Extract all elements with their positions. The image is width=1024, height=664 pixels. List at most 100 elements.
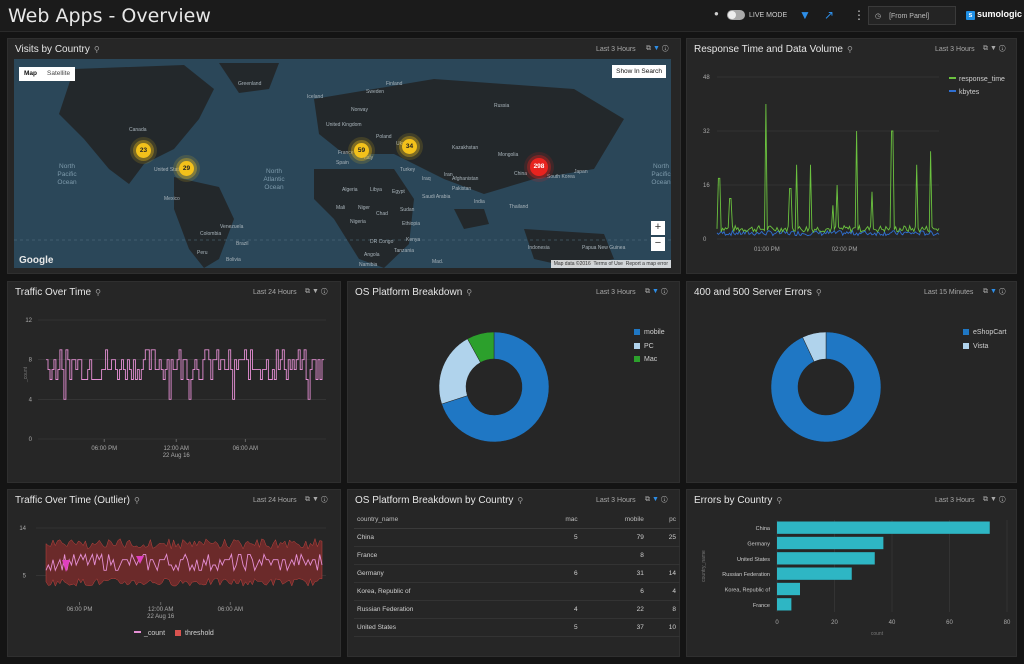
info-icon[interactable]: ⓘ bbox=[660, 288, 670, 295]
legend-label: eShopCart bbox=[973, 329, 1007, 336]
dashboard-title: Web Apps - Overview bbox=[8, 5, 211, 27]
more-options-icon[interactable]: ⋮ bbox=[853, 8, 865, 22]
filter-icon[interactable]: ▼ bbox=[652, 288, 661, 295]
table-cell: 14 bbox=[647, 564, 680, 583]
errors-donut-chart[interactable] bbox=[687, 282, 1018, 484]
table-cell: 8 bbox=[581, 546, 648, 565]
copy-icon[interactable]: ⧉ bbox=[645, 496, 652, 503]
legend-eshopcart[interactable]: eShopCart bbox=[963, 329, 1006, 336]
place-label: Japan bbox=[574, 169, 588, 175]
show-in-search-button[interactable]: Show In Search bbox=[612, 65, 666, 78]
search-icon[interactable]: ⚲ bbox=[134, 496, 140, 505]
legend-swatch bbox=[963, 343, 969, 349]
y-tick-label: Germany bbox=[747, 542, 770, 548]
copy-icon[interactable]: ⧉ bbox=[983, 288, 990, 295]
map-marker[interactable]: 298 bbox=[530, 158, 548, 176]
share-icon[interactable]: ↗ bbox=[824, 8, 835, 22]
info-icon[interactable]: ⓘ bbox=[320, 496, 330, 503]
response-time-chart[interactable]: 0 16 32 48 01:00 PM 02:00 PM bbox=[687, 39, 1018, 275]
info-icon[interactable]: ⓘ bbox=[998, 288, 1008, 295]
map-tab[interactable]: Map bbox=[24, 70, 37, 77]
table-cell: 6 bbox=[581, 582, 648, 601]
column-header[interactable]: country_name bbox=[354, 512, 536, 529]
zoom-in-button[interactable]: + bbox=[651, 221, 665, 235]
copy-icon[interactable]: ⧉ bbox=[305, 496, 312, 503]
legend-mac[interactable]: Mac bbox=[634, 356, 657, 363]
satellite-tab[interactable]: Satellite bbox=[47, 70, 71, 77]
errors-bar-chart[interactable]: 0 20 40 60 80 count country_name China Germany Un… bbox=[687, 490, 1018, 658]
legend-label: Vista bbox=[973, 343, 989, 350]
search-icon[interactable]: ⚲ bbox=[815, 288, 822, 297]
filter-icon[interactable]: ▼ bbox=[652, 496, 661, 503]
table-cell bbox=[535, 546, 582, 565]
place-label: Mali bbox=[336, 205, 346, 211]
panel-title-text: Errors by Country bbox=[694, 495, 773, 506]
table-cell: 5 bbox=[535, 528, 582, 547]
terms-link[interactable]: Terms of Use bbox=[593, 261, 623, 267]
user-icon: ● bbox=[714, 9, 719, 18]
legend-label: mobile bbox=[644, 329, 665, 336]
legend-response-time[interactable]: response_time bbox=[949, 76, 1005, 83]
copy-icon[interactable]: ⧉ bbox=[645, 288, 652, 295]
filter-icon[interactable]: ▼ bbox=[990, 496, 999, 503]
legend-label: PC bbox=[644, 343, 654, 350]
map-marker[interactable]: 59 bbox=[354, 143, 369, 158]
table-cell: 4 bbox=[647, 582, 680, 601]
live-mode-toggle[interactable] bbox=[727, 10, 745, 20]
copy-icon[interactable]: ⧉ bbox=[305, 288, 312, 295]
search-icon[interactable]: ⚲ bbox=[93, 45, 100, 54]
map-data-text: Map data ©2016 bbox=[553, 261, 591, 267]
copy-icon[interactable]: ⧉ bbox=[646, 45, 653, 52]
filter-icon[interactable]: ▼ bbox=[653, 45, 662, 52]
report-error-link[interactable]: Report a map error bbox=[625, 261, 668, 267]
search-icon[interactable]: ⚲ bbox=[466, 288, 473, 297]
info-icon[interactable]: ⓘ bbox=[998, 45, 1008, 52]
filter-icon[interactable]: ▼ bbox=[990, 45, 999, 52]
copy-icon[interactable]: ⧉ bbox=[983, 45, 990, 52]
legend-swatch bbox=[634, 356, 640, 362]
time-range: Last 3 Hours bbox=[596, 289, 636, 296]
place-label: Namibia bbox=[359, 262, 378, 268]
y-tick-label: 12 bbox=[25, 318, 32, 324]
legend-kbytes[interactable]: kbytes bbox=[949, 89, 979, 96]
search-icon[interactable]: ⚲ bbox=[95, 288, 101, 297]
info-icon[interactable]: ⓘ bbox=[320, 288, 330, 295]
legend-pc[interactable]: PC bbox=[634, 343, 654, 350]
info-icon[interactable]: ⓘ bbox=[661, 45, 671, 52]
filter-icon[interactable]: ▼ bbox=[990, 288, 999, 295]
time-range-selector[interactable]: ◷ [From Panel] bbox=[868, 6, 956, 25]
server-errors-panel: 400 and 500 Server Errors ⚲ Last 15 Minut… bbox=[686, 281, 1017, 483]
world-map[interactable]: Canada United States Mexico Colombia Per… bbox=[14, 59, 671, 268]
time-range-label: [From Panel] bbox=[889, 13, 930, 20]
search-icon[interactable]: ⚲ bbox=[517, 496, 524, 505]
place-label: Colombia bbox=[200, 231, 222, 237]
map-marker[interactable]: 23 bbox=[136, 143, 151, 158]
column-header[interactable]: pc bbox=[647, 512, 680, 529]
zoom-out-button[interactable]: − bbox=[651, 237, 665, 251]
map-marker[interactable]: 29 bbox=[179, 161, 194, 176]
filter-icon[interactable]: ▼ bbox=[312, 288, 321, 295]
legend-threshold[interactable]: threshold bbox=[175, 630, 214, 637]
os-donut-chart[interactable] bbox=[348, 282, 681, 484]
column-header[interactable]: mobile bbox=[581, 512, 648, 529]
y-tick-label: United States bbox=[737, 557, 770, 563]
copy-icon[interactable]: ⧉ bbox=[983, 496, 990, 503]
legend-vista[interactable]: Vista bbox=[963, 343, 988, 350]
legend-mobile[interactable]: mobile bbox=[634, 329, 665, 336]
top-bar: Web Apps - Overview ● LIVE MODE ▼ ↗ ⋮ ◷ … bbox=[0, 0, 1024, 32]
map-marker[interactable]: 34 bbox=[402, 139, 417, 154]
info-icon[interactable]: ⓘ bbox=[998, 496, 1008, 503]
search-icon[interactable]: ⚲ bbox=[776, 496, 783, 505]
search-icon[interactable]: ⚲ bbox=[846, 45, 853, 54]
x-tick-label: 12:00 AM bbox=[148, 607, 173, 613]
filter-icon[interactable]: ▼ bbox=[312, 496, 321, 503]
column-header[interactable]: mac bbox=[535, 512, 582, 529]
place-label: India bbox=[474, 199, 485, 205]
info-icon[interactable]: ⓘ bbox=[660, 496, 670, 503]
filter-icon[interactable]: ▼ bbox=[799, 8, 811, 22]
legend-count[interactable]: _count bbox=[134, 630, 165, 637]
legend-label: Mac bbox=[644, 356, 658, 363]
legend-swatch bbox=[134, 631, 141, 633]
